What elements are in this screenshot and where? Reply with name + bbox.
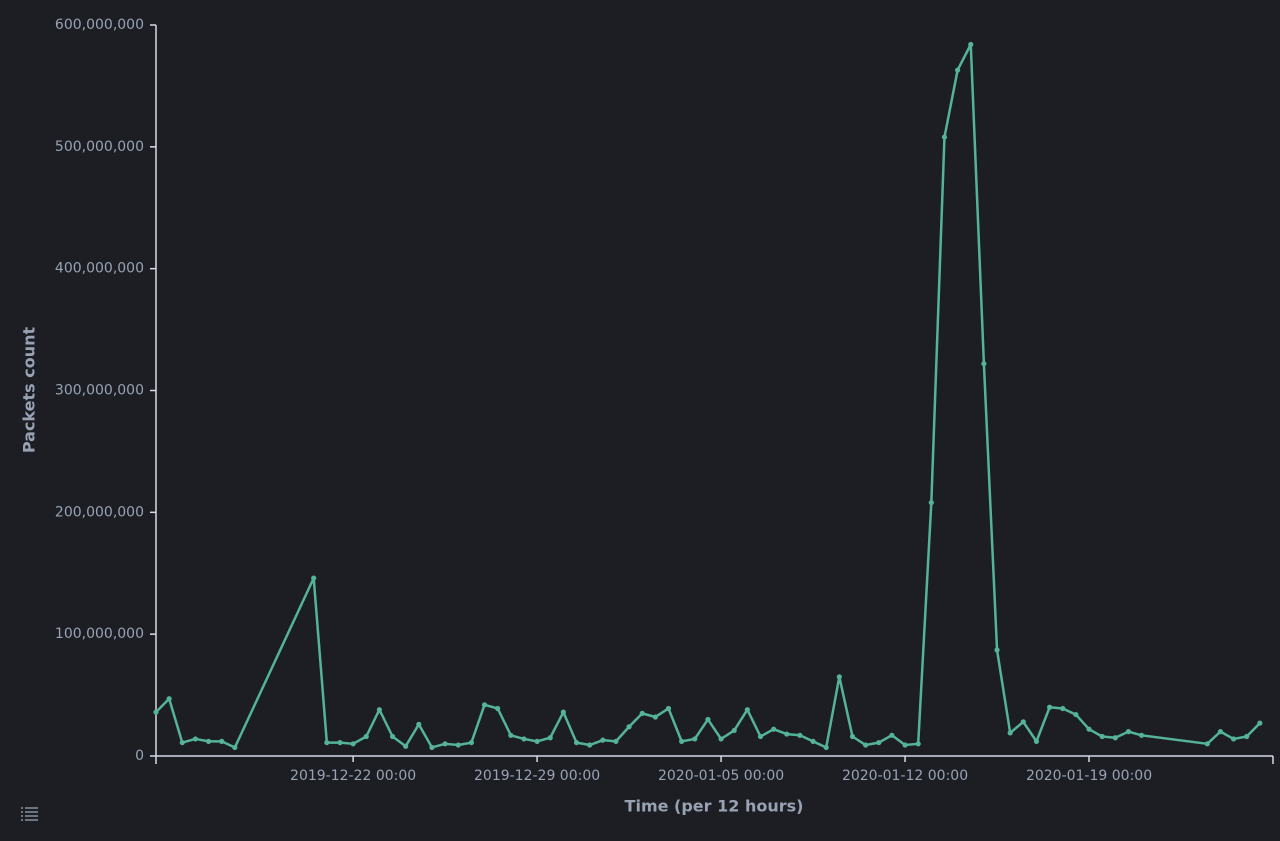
data-point <box>416 721 422 727</box>
data-point <box>508 732 514 738</box>
legend-toggle[interactable] <box>21 807 38 821</box>
data-point <box>731 727 737 734</box>
data-point <box>1257 720 1263 726</box>
data-point <box>1073 711 1079 718</box>
data-point <box>744 707 750 713</box>
data-point <box>232 744 238 751</box>
data-point <box>1047 704 1053 710</box>
data-point <box>823 744 829 751</box>
data-point <box>955 67 961 73</box>
data-point <box>876 739 882 746</box>
data-point <box>981 361 987 367</box>
data-point <box>153 709 159 715</box>
data-point <box>968 41 974 48</box>
data-point <box>1020 719 1026 725</box>
data-point <box>376 707 382 713</box>
data-point <box>1204 741 1210 747</box>
data-point <box>797 732 803 738</box>
data-line <box>155 43 1261 749</box>
data-point <box>902 742 908 748</box>
x-tick-label: 2019-12-22 00:00 <box>290 768 416 784</box>
data-point <box>771 726 777 732</box>
data-point <box>613 738 619 744</box>
data-point <box>389 733 396 740</box>
x-tick-label: 2020-01-05 00:00 <box>658 768 784 784</box>
data-point <box>915 741 921 747</box>
data-point <box>1217 729 1224 735</box>
data-point <box>692 736 698 742</box>
data-point <box>1007 730 1013 736</box>
data-point <box>324 739 330 746</box>
data-point <box>442 741 448 747</box>
y-axis-title: Packets count <box>20 327 39 454</box>
data-point <box>179 739 185 746</box>
data-point <box>521 736 527 742</box>
data-point <box>810 738 816 744</box>
data-point <box>587 742 593 748</box>
data-point <box>1033 738 1040 744</box>
data-point <box>757 733 764 740</box>
data-point <box>363 733 369 740</box>
data-point <box>337 739 343 746</box>
y-tick-label: 200,000,000 <box>55 504 144 520</box>
data-point <box>1060 705 1066 712</box>
data-point <box>928 499 934 506</box>
data-point <box>455 742 461 748</box>
data-point <box>1099 733 1105 740</box>
y-tick-label: 500,000,000 <box>55 139 144 155</box>
data-point <box>1244 733 1250 740</box>
data-point <box>1230 736 1237 742</box>
data-point <box>836 674 842 680</box>
data-point <box>573 739 580 746</box>
y-tick-label: 300,000,000 <box>55 383 144 399</box>
data-point <box>534 738 540 744</box>
data-point <box>784 731 790 737</box>
data-point <box>1138 732 1145 738</box>
data-point <box>403 743 409 749</box>
data-point <box>481 702 488 708</box>
data-point <box>849 733 856 740</box>
data-point <box>468 739 474 746</box>
data-point <box>311 575 317 581</box>
data-point <box>560 709 566 715</box>
data-point <box>1125 729 1132 735</box>
data-point <box>889 732 895 738</box>
y-tick-label: 100,000,000 <box>55 626 144 642</box>
data-point <box>350 741 356 747</box>
data-point <box>205 738 212 744</box>
data-point <box>547 735 553 741</box>
data-point <box>1086 726 1092 732</box>
data-point <box>863 742 869 748</box>
x-tick-label: 2020-01-19 00:00 <box>1026 768 1152 784</box>
data-point <box>718 736 724 742</box>
x-tick-label: 2020-01-12 00:00 <box>842 768 968 784</box>
data-point <box>192 736 199 742</box>
data-point <box>626 724 632 730</box>
y-tick-label: 400,000,000 <box>55 261 144 277</box>
data-point <box>679 738 685 744</box>
y-tick-label: 600,000,000 <box>55 17 144 33</box>
data-point <box>639 710 645 716</box>
data-point <box>705 716 711 723</box>
data-point <box>665 705 672 712</box>
data-point <box>219 738 225 744</box>
data-point <box>600 737 606 743</box>
y-tick-label: 0 <box>135 748 144 764</box>
data-point <box>941 134 948 140</box>
x-tick-label: 2019-12-29 00:00 <box>474 768 600 784</box>
data-point <box>429 744 435 751</box>
data-point <box>994 647 1000 653</box>
data-point <box>1112 735 1118 741</box>
x-axis-title: Time (per 12 hours) <box>625 797 804 816</box>
data-point <box>652 714 658 720</box>
data-point <box>495 705 501 712</box>
data-point <box>166 696 172 702</box>
